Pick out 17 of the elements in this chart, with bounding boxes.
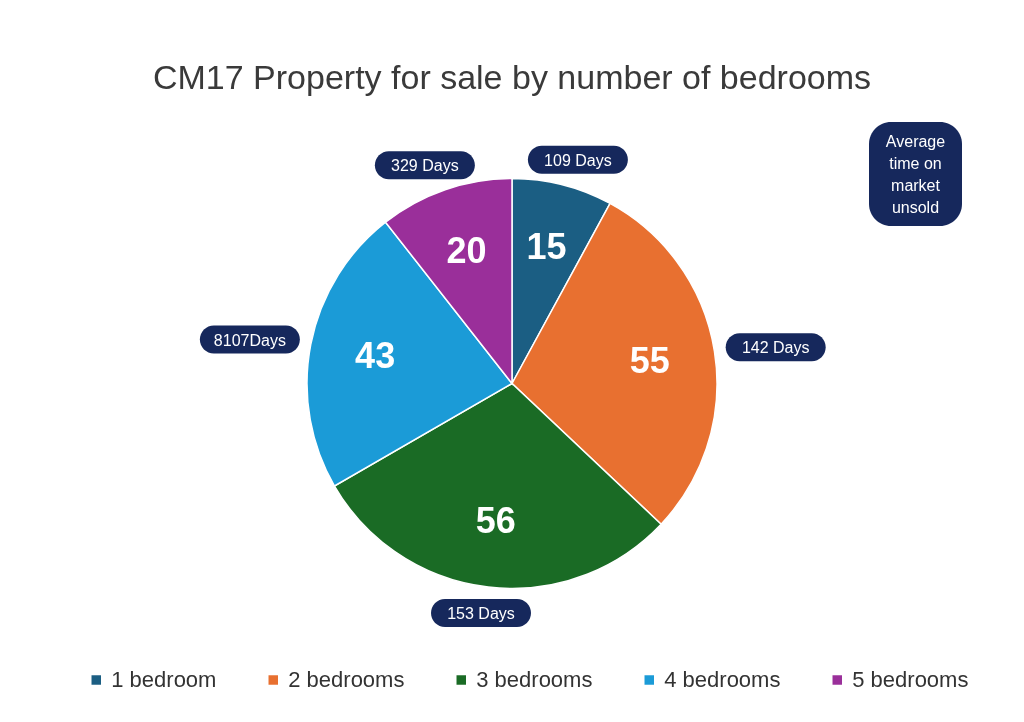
legend-label: 4 bedrooms bbox=[664, 667, 781, 692]
legend-label: 2 bedrooms bbox=[288, 667, 405, 692]
data-label: 20 bbox=[446, 229, 487, 271]
text: 8107Days bbox=[213, 331, 286, 349]
chart-title: CM17 Property for sale by number of bedrooms bbox=[152, 58, 872, 96]
text: 329 Days bbox=[391, 157, 459, 175]
data-label: 15 bbox=[526, 226, 567, 268]
legend-label: 3 bedrooms bbox=[476, 667, 593, 692]
legend-label: 5 bedrooms bbox=[852, 667, 969, 692]
text: Average time on market unsold bbox=[885, 133, 946, 216]
data-label: 43 bbox=[355, 335, 396, 377]
legend-label: 1 bedroom bbox=[111, 667, 217, 692]
data-label: 56 bbox=[475, 499, 516, 541]
text: 109 Days bbox=[544, 151, 612, 169]
text: 153 Days bbox=[447, 604, 515, 622]
data-label: 55 bbox=[629, 339, 670, 381]
text: 142 Days bbox=[741, 339, 810, 357]
